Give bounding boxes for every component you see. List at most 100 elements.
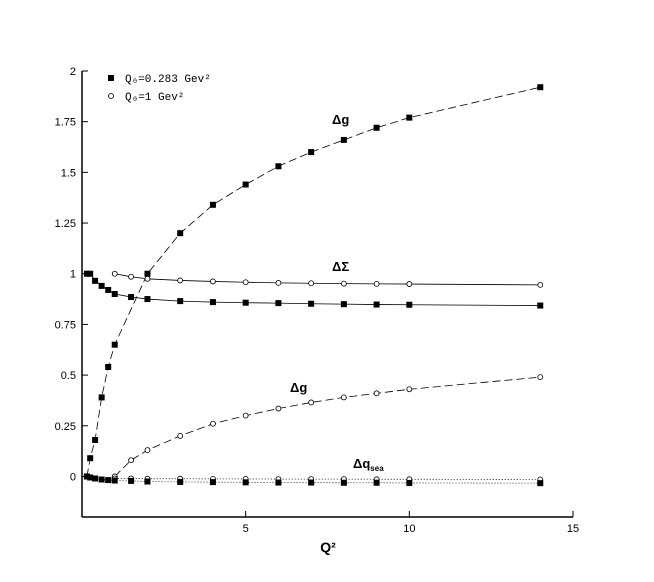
marker [87, 474, 94, 481]
marker [177, 277, 184, 284]
marker [537, 281, 544, 288]
marker [92, 475, 99, 482]
marker [275, 479, 282, 486]
y-tick-label: 2 [70, 66, 76, 78]
annotation-text: Δq [353, 456, 370, 471]
marker [275, 405, 282, 412]
marker [144, 447, 151, 454]
marker [87, 270, 94, 277]
marker [242, 279, 249, 286]
marker [275, 163, 282, 170]
marker [537, 480, 544, 487]
marker [406, 114, 413, 121]
marker [308, 149, 315, 156]
marker [144, 270, 151, 277]
marker [373, 301, 380, 308]
marker [406, 281, 413, 287]
marker [105, 286, 112, 293]
marker [144, 478, 151, 485]
marker [373, 390, 380, 397]
annotation-text: Δg [290, 380, 307, 395]
y-tick-label: 1 [70, 269, 76, 281]
marker [373, 479, 380, 486]
x-tick-label: 10 [403, 523, 415, 535]
y-tick-label: 0 [70, 471, 76, 483]
marker [340, 479, 347, 486]
marker [128, 294, 135, 301]
marker [105, 363, 112, 370]
marker [144, 275, 151, 282]
x-tick-label: 5 [243, 523, 249, 535]
marker [537, 84, 544, 91]
annotation-text: ΔΣ [332, 259, 349, 274]
marker [83, 473, 90, 480]
marker [83, 270, 90, 277]
marker [98, 476, 105, 483]
marker [340, 280, 347, 287]
series-line [114, 376, 541, 477]
marker [177, 478, 184, 485]
marker [340, 136, 347, 143]
marker [308, 300, 315, 307]
marker [92, 277, 99, 284]
y-tick-label: 1.5 [61, 167, 76, 179]
y-tick-label: 0.25 [55, 421, 76, 433]
marker [242, 479, 249, 486]
x-axis-label: Q² [320, 539, 336, 555]
marker [111, 270, 118, 277]
marker [111, 291, 118, 297]
marker [242, 181, 249, 188]
marker [98, 282, 105, 289]
marker [108, 93, 114, 99]
legend-label: Q₀=0.283 Gev² [125, 74, 211, 86]
y-tick-label: 1.75 [55, 117, 76, 129]
marker [108, 75, 114, 81]
marker [209, 201, 216, 208]
marker [308, 399, 315, 406]
marker [209, 479, 216, 486]
y-tick-label: 0.75 [55, 319, 76, 331]
marker [177, 230, 184, 237]
marker [111, 341, 118, 348]
annotation: ΔΣ [332, 259, 349, 274]
marker [537, 374, 544, 381]
marker [275, 279, 282, 286]
marker [275, 300, 282, 307]
marker [87, 455, 94, 462]
marker [242, 412, 249, 419]
marker [105, 477, 112, 484]
y-tick-label: 1.25 [55, 218, 76, 230]
marker [406, 479, 413, 486]
marker [373, 280, 380, 287]
marker [111, 477, 118, 484]
marker [144, 296, 151, 303]
marker [128, 273, 135, 280]
marker [340, 301, 347, 308]
marker [177, 298, 184, 305]
marker [210, 420, 216, 427]
annotation: Δqsea [353, 456, 384, 473]
marker [210, 278, 216, 285]
marker [98, 394, 105, 401]
marker [373, 124, 380, 131]
y-tick-label: 0.5 [61, 370, 76, 382]
x-tick-label: 15 [567, 523, 579, 535]
annotation: Δg [332, 112, 349, 127]
marker [128, 457, 135, 464]
marker [92, 436, 99, 443]
marker [406, 386, 413, 393]
marker [177, 433, 184, 439]
marker [128, 477, 135, 484]
legend-label: Q₀=1 Gev² [125, 92, 184, 104]
marker [308, 280, 315, 287]
marker [340, 394, 347, 401]
marker [209, 299, 216, 306]
marker [242, 299, 249, 306]
marker [308, 479, 315, 486]
series-line [86, 86, 541, 477]
annotation-subscript: sea [370, 464, 384, 473]
annotation: Δg [290, 380, 307, 395]
marker [406, 301, 413, 308]
annotation-text: Δg [332, 112, 349, 127]
